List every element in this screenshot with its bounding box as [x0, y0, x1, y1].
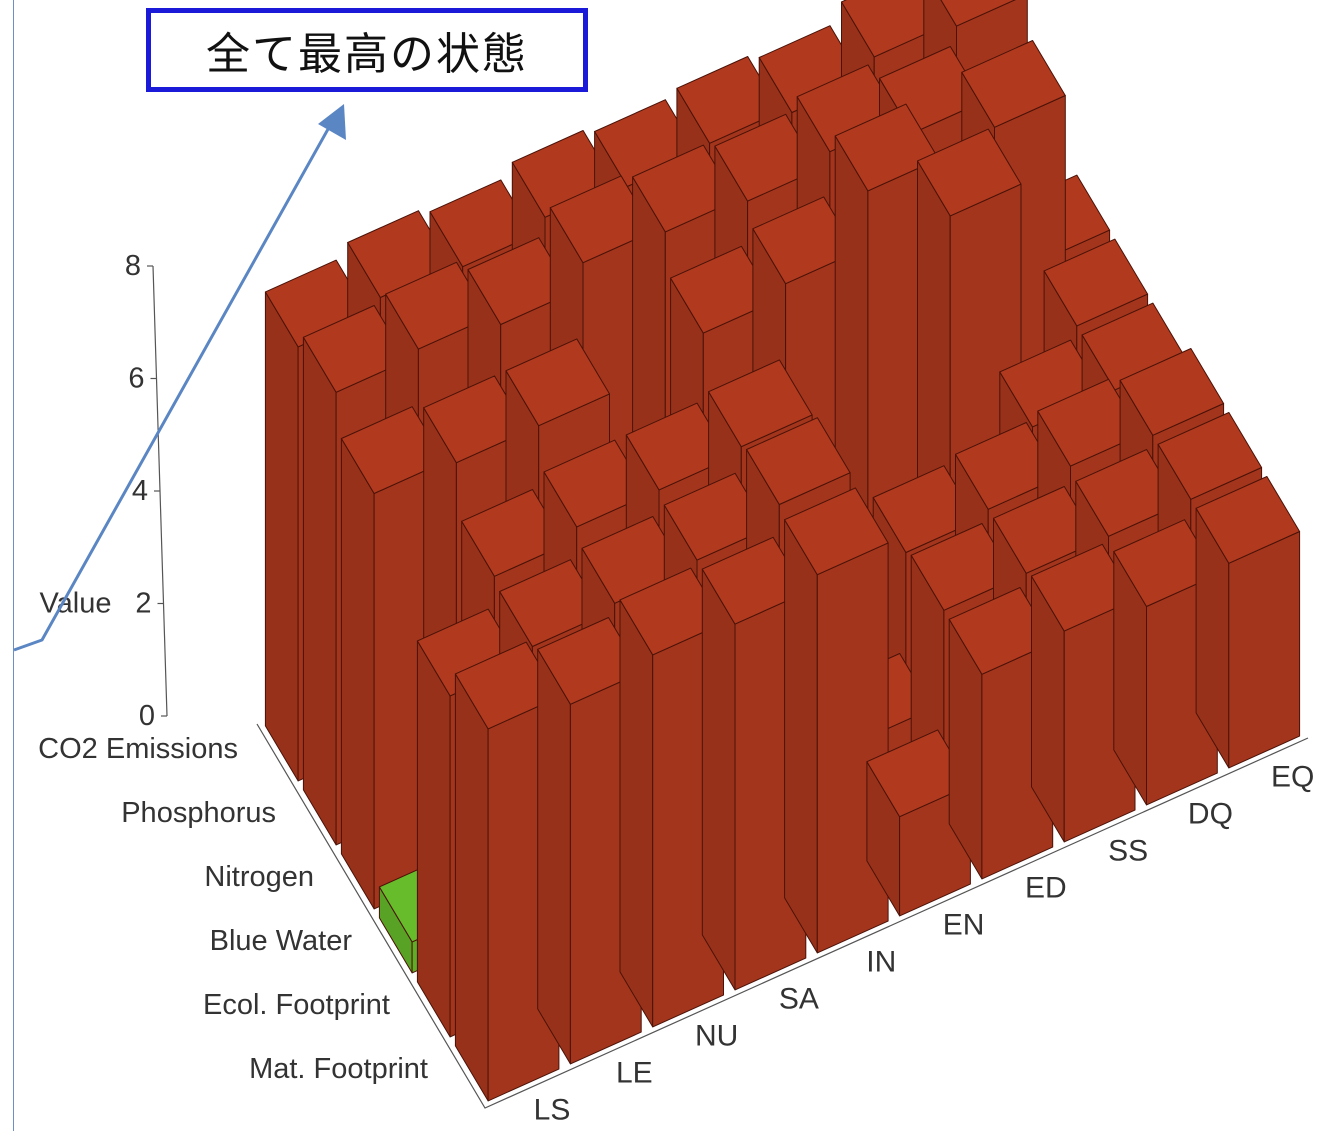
- z-tick-label: Mat. Footprint: [249, 1053, 428, 1085]
- y-tick-label: 8: [125, 250, 141, 282]
- z-tick-label: Blue Water: [210, 925, 353, 957]
- y-axis-label: Value: [39, 588, 111, 620]
- z-tick-label: Ecol. Footprint: [203, 989, 390, 1021]
- chart-floor: [256, 723, 1309, 1109]
- x-tick-label: NU: [695, 1019, 738, 1052]
- callout-box: 全て最高の状態: [146, 8, 588, 92]
- x-tick-label: IN: [866, 945, 896, 978]
- x-tick-label: EQ: [1271, 760, 1314, 793]
- x-tick-label: SS: [1108, 834, 1148, 867]
- y-tick-label: 4: [132, 475, 148, 507]
- x-tick-label: ED: [1025, 871, 1067, 904]
- x-tick-label: DQ: [1188, 797, 1233, 830]
- y-tick-label: 6: [128, 363, 144, 395]
- chart-axes: 0 2 Value 4 6 8 LS LE NU SA IN EN ED SS DQ EQ Mat. Footp…: [38, 250, 1314, 1126]
- x-tick-label: SA: [779, 982, 819, 1015]
- callout-arrow: [13, 104, 346, 652]
- z-tick-label: Nitrogen: [204, 861, 314, 893]
- left-panel-border: [0, 0, 14, 1131]
- z-tick-label: CO2 Emissions: [38, 733, 238, 765]
- x-tick-label: EN: [943, 908, 985, 941]
- y-tick-label: 2: [135, 588, 151, 620]
- bar-mat-footprint-eq: [1195, 476, 1301, 769]
- bar-mat-footprint-dq: [1113, 519, 1218, 806]
- z-tick-label: Phosphorus: [121, 797, 276, 829]
- arrow-head: [318, 104, 346, 140]
- bar-group: [264, 0, 1301, 1102]
- floor-edge: [256, 723, 1309, 1109]
- x-tick-label: LE: [616, 1056, 653, 1089]
- x-tick-label: LS: [534, 1093, 571, 1126]
- callout-text: 全て最高の状態: [206, 29, 528, 80]
- arrow-line: [13, 121, 334, 652]
- y-tick-label: 0: [139, 700, 155, 732]
- bar-mat-footprint-in: [784, 487, 889, 954]
